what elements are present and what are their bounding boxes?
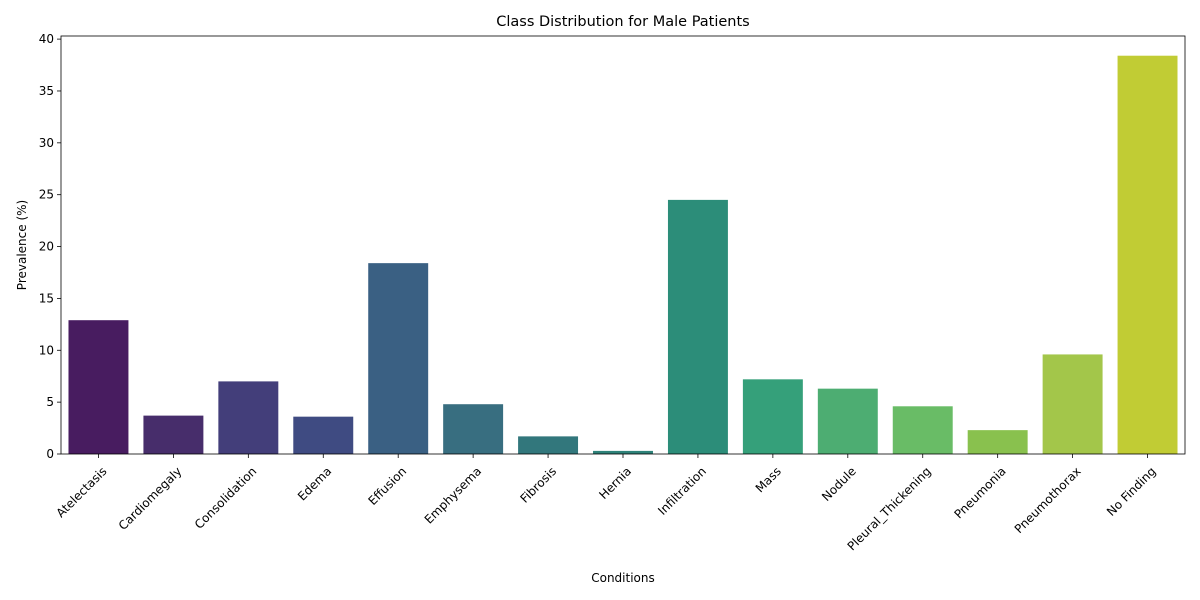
bar-hernia [593,450,653,454]
y-tick-label-20: 20 [39,240,54,254]
y-tick-label-5: 5 [46,395,54,409]
x-axis-title: Conditions [591,571,655,585]
bar-mass [742,379,803,454]
x-tick-label-pneumothorax: Pneumothorax [1012,464,1084,536]
y-tick-label-40: 40 [39,32,54,46]
bar-pneumothorax [1042,354,1103,454]
x-tick-label-fibrosis: Fibrosis [518,464,560,506]
x-tick-label-no-finding: No Finding [1104,464,1159,519]
plot-frame [60,35,1186,455]
x-tick-label-cardiomegaly: Cardiomegaly [116,464,185,533]
x-tick-label-edema: Edema [295,464,334,503]
x-tick-label-mass: Mass [753,464,784,495]
x-tick-label-emphysema: Emphysema [422,464,484,526]
plot-area: Atelectasis Cardiomegaly Consolidation Edem… [39,32,1186,553]
bar-effusion [368,263,429,454]
bar-fibrosis [518,436,579,454]
y-tick-label-0: 0 [46,447,54,461]
y-tick-label-15: 15 [39,291,54,305]
y-tick-label-30: 30 [39,136,54,150]
x-tick-label-infiltration: Infiltration [655,464,709,518]
bar-pneumonia [967,430,1028,454]
x-tick-label-pneumonia: Pneumonia [951,464,1008,521]
bar-infiltration [667,199,728,454]
y-tick-label-25: 25 [39,188,54,202]
bar-nodule [817,388,878,454]
x-tick-label-nodule: Nodule [819,464,859,504]
y-axis-title: Prevalence (%) [15,200,29,290]
bar-cardiomegaly [143,415,204,454]
bar-pleural-thickening [892,406,953,454]
bar-edema [293,416,354,454]
x-tick-label-consolidation: Consolidation [192,464,260,532]
x-tick-label-pleural-thickening: Pleural_Thickening [845,464,934,553]
bar-atelectasis [68,320,129,454]
chart-title: Class Distribution for Male Patients [496,14,750,30]
bar-emphysema [443,404,504,454]
x-tick-label-effusion: Effusion [365,464,409,508]
bar-no-finding [1117,55,1178,455]
y-tick-label-10: 10 [39,343,54,357]
y-tick-label-35: 35 [39,84,54,98]
bar-consolidation [218,381,279,454]
x-tick-label-hernia: Hernia [596,464,634,502]
x-tick-label-atelectasis: Atelectasis [53,464,109,520]
